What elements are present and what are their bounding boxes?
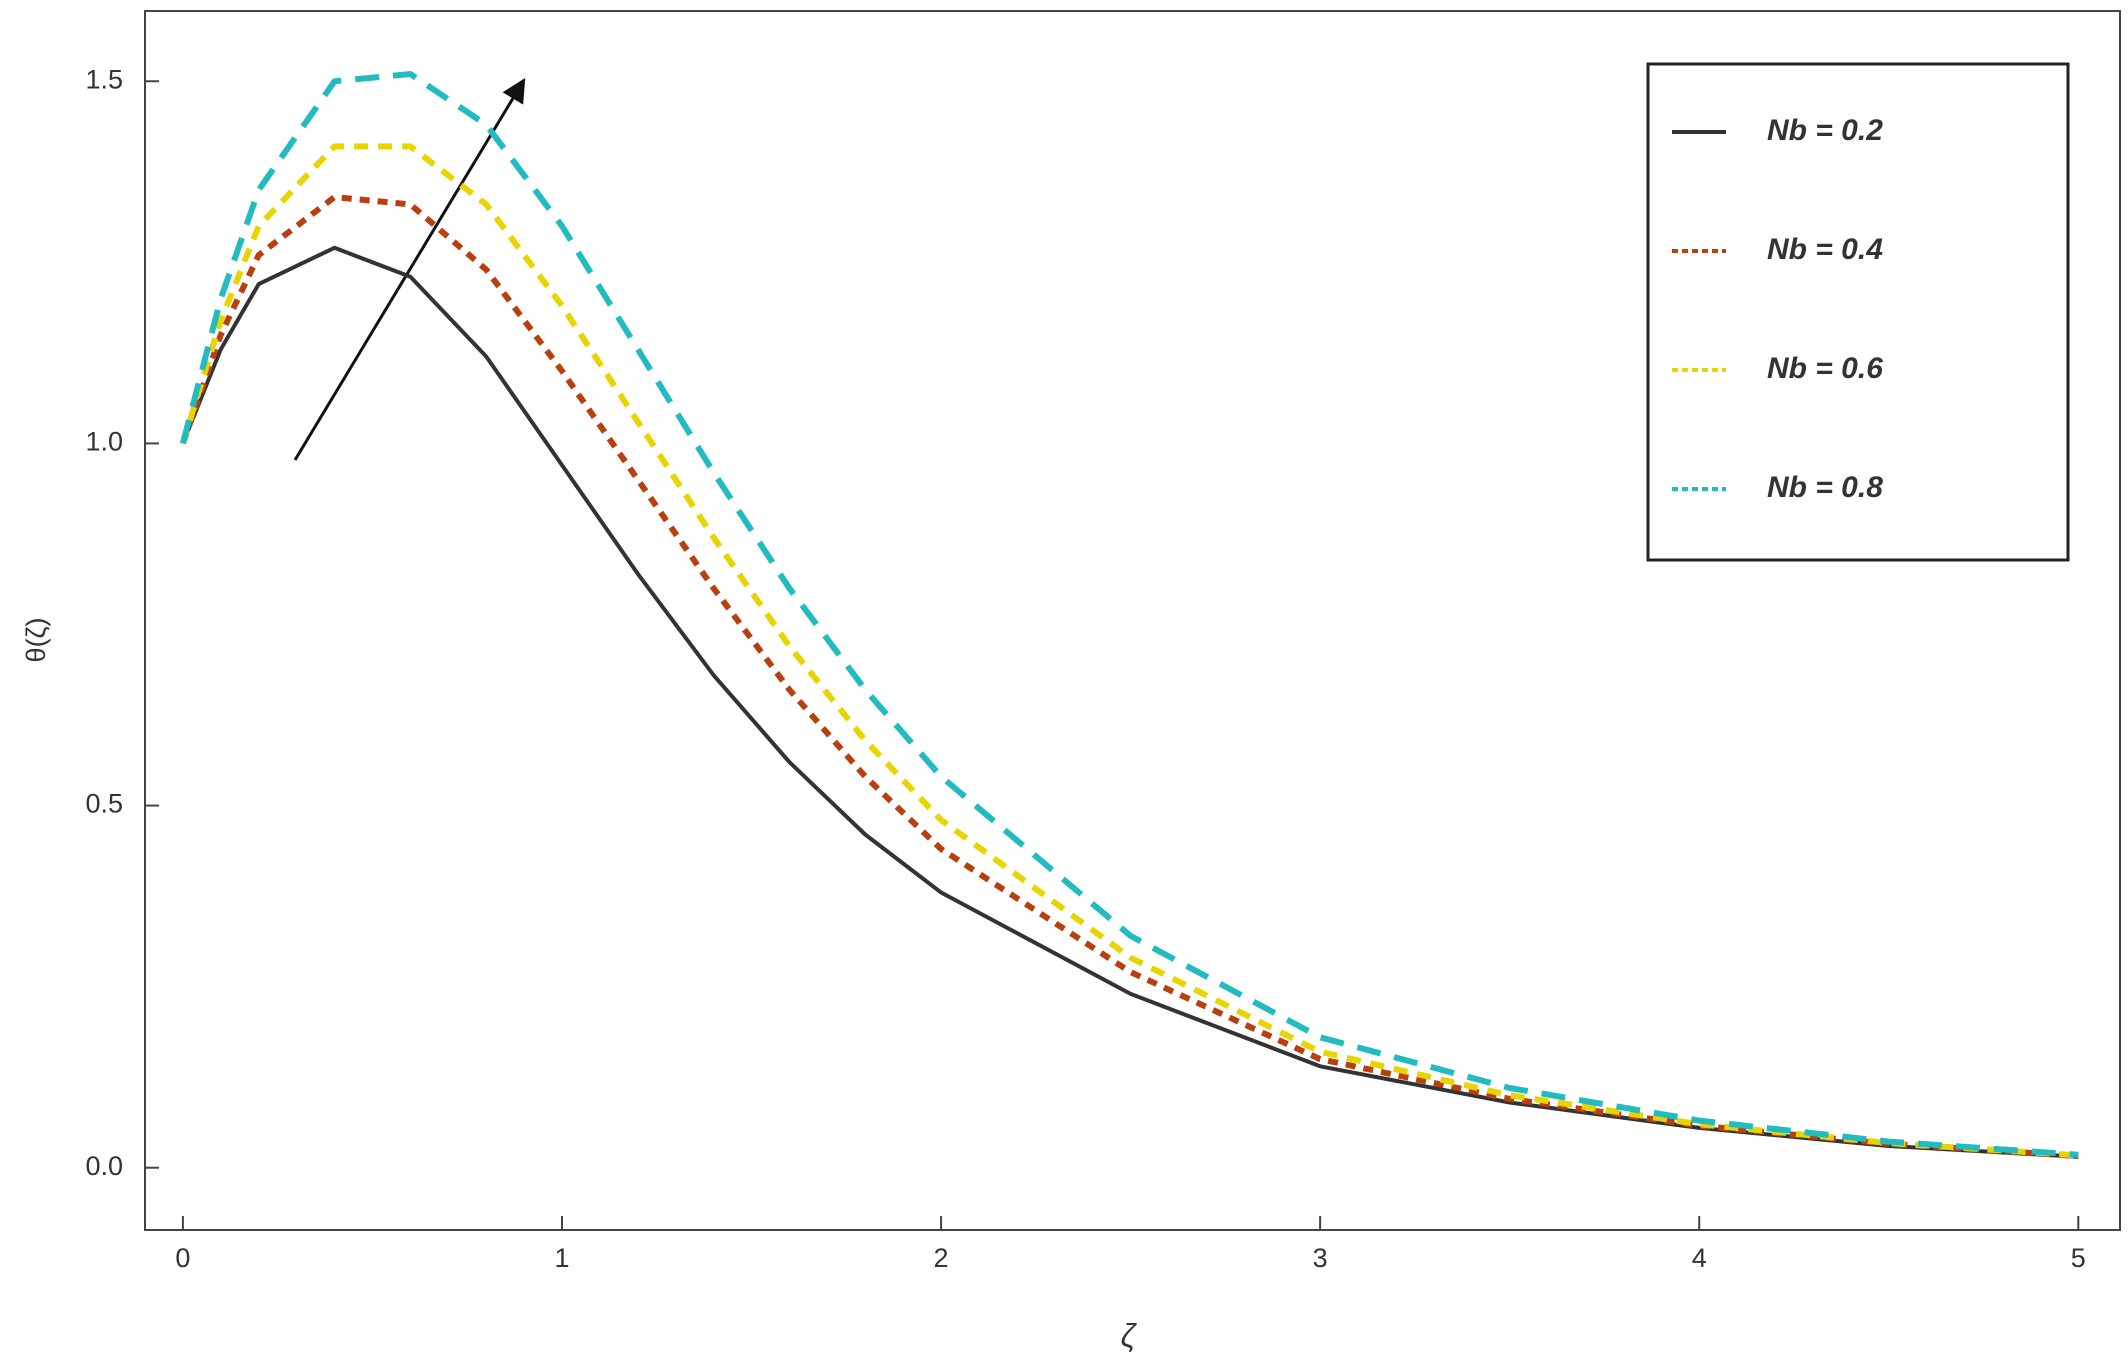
legend-box	[1646, 62, 2070, 562]
x-tick-label: 2	[934, 1243, 949, 1273]
legend-label: Nb = 0.2	[1767, 114, 1883, 147]
series-line	[181, 245, 2079, 1159]
legend: Nb = 0.2 Nb = 0.4 Nb = 0.6 Nb = 0.8	[1646, 62, 2070, 562]
x-tick-label: 0	[175, 1243, 190, 1273]
legend-label: Nb = 0.6	[1767, 352, 1883, 385]
y-tick-label: 0.0	[85, 1151, 123, 1181]
series-line	[180, 194, 2079, 1160]
x-tick-label: 3	[1313, 1243, 1328, 1273]
x-tick-label: 1	[554, 1243, 569, 1273]
x-axis-label: ζ	[1121, 1317, 1138, 1353]
legend-label: Nb = 0.4	[1767, 233, 1883, 266]
legend-label: Nb = 0.8	[1767, 471, 1883, 504]
plot-frame	[144, 10, 2121, 1231]
x-tick-label: 4	[1692, 1243, 1707, 1273]
series-line	[180, 143, 2079, 1159]
y-tick-label: 0.5	[85, 789, 123, 819]
y-tick-label: 1.0	[85, 427, 123, 457]
x-tick-label: 5	[2071, 1243, 2086, 1273]
trend-arrow	[293, 77, 526, 461]
series-line	[179, 71, 2079, 1158]
y-axis-label: θ(ζ)	[21, 618, 51, 663]
y-tick-label: 1.5	[85, 64, 123, 94]
